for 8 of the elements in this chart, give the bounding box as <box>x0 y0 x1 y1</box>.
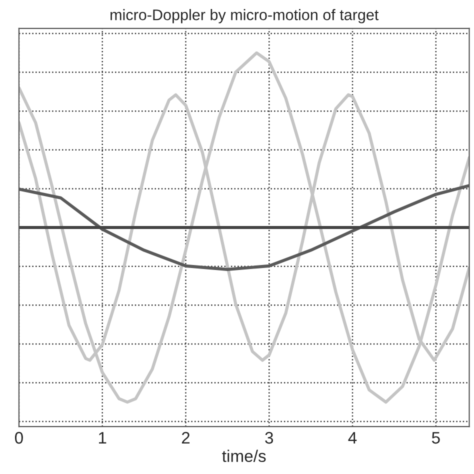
x-tick-label: 2 <box>182 432 190 444</box>
x-tick-label: 4 <box>348 432 357 444</box>
x-tick-label: 1 <box>98 432 106 444</box>
x-tick-label: 3 <box>265 432 274 444</box>
x-tick-label: 0 <box>14 432 23 444</box>
x-tick-label: 5 <box>432 432 440 444</box>
x-axis-title: time/s <box>222 450 266 462</box>
chart-title: micro-Doppler by micro-motion of target <box>110 9 379 24</box>
